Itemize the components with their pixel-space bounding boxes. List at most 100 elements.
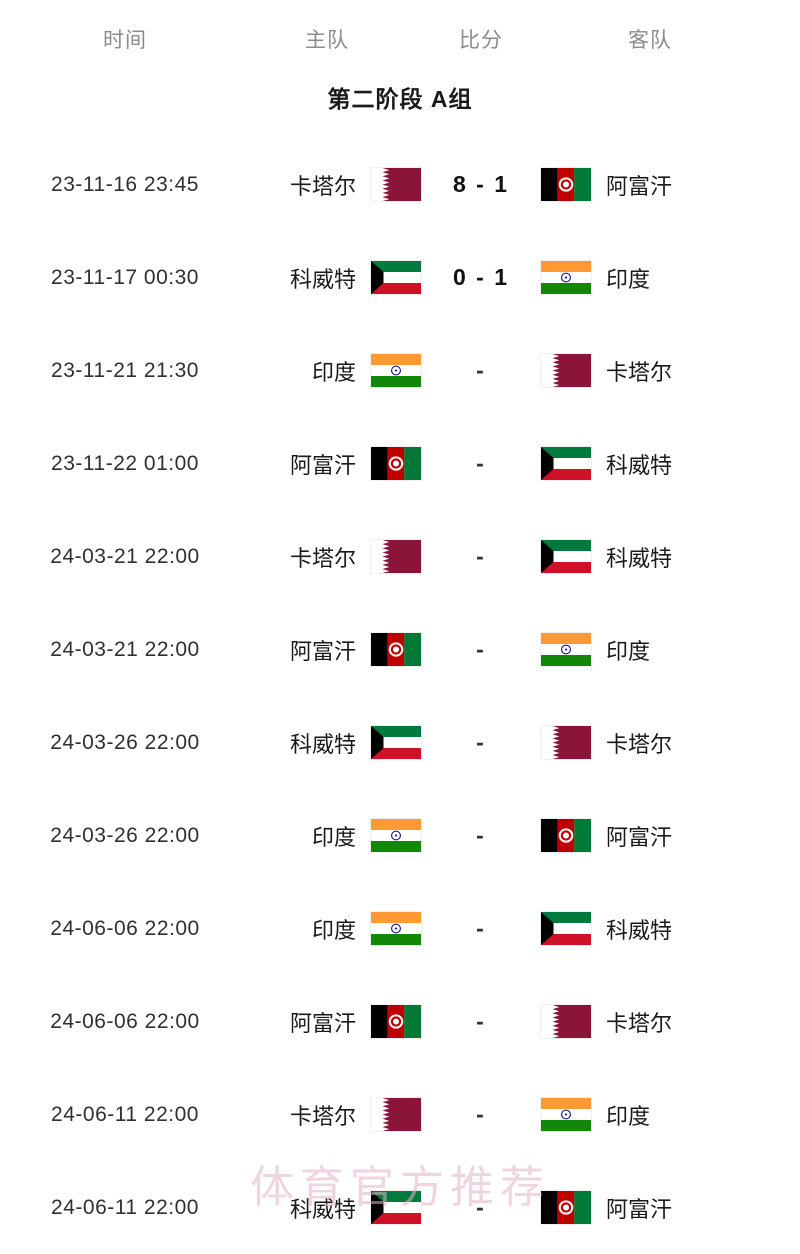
away-team-name: 印度 xyxy=(606,1103,651,1129)
table-header-row: 时间 主队 比分 客队 xyxy=(0,0,800,78)
score-cell: - xyxy=(422,1194,540,1221)
column-header-away: 客队 xyxy=(628,29,672,52)
home-team-cell[interactable]: 阿富汗 xyxy=(232,1004,422,1039)
away-team-cell[interactable]: 印度 xyxy=(540,632,760,667)
match-time: 24-06-06 22:00 xyxy=(50,916,200,940)
column-header-score: 比分 xyxy=(459,29,503,52)
match-time-cell: 23-11-21 21:30 xyxy=(18,359,232,383)
table-row[interactable]: 24-06-11 22:00 科威特 - 阿富汗 xyxy=(0,1161,800,1254)
home-team-name: 阿富汗 xyxy=(289,452,356,478)
match-time: 24-06-11 22:00 xyxy=(51,1102,199,1126)
away-team-cell[interactable]: 印度 xyxy=(540,1097,760,1132)
match-rows-container: 23-11-16 23:45 卡塔尔 8 - 1 阿富汗 23-11-17 00:30 科… xyxy=(0,138,800,1254)
away-team-cell[interactable]: 卡塔尔 xyxy=(540,353,760,388)
table-row[interactable]: 24-03-26 22:00 科威特 - 卡塔尔 xyxy=(0,696,800,789)
away-team-name: 阿富汗 xyxy=(606,173,673,199)
match-time-cell: 24-03-21 22:00 xyxy=(18,545,232,569)
table-row[interactable]: 24-06-06 22:00 印度 - 科威特 xyxy=(0,882,800,975)
home-team-cell[interactable]: 卡塔尔 xyxy=(232,1097,422,1132)
home-team-name: 卡塔尔 xyxy=(289,545,356,571)
away-team-cell[interactable]: 阿富汗 xyxy=(540,1190,760,1225)
home-team-cell[interactable]: 印度 xyxy=(232,818,422,853)
match-time-cell: 24-06-11 22:00 xyxy=(18,1103,232,1127)
match-score: 0 - 1 xyxy=(452,264,510,290)
table-row[interactable]: 23-11-21 21:30 印度 - 卡塔尔 xyxy=(0,324,800,417)
home-team-cell[interactable]: 印度 xyxy=(232,911,422,946)
kuwait-flag xyxy=(540,446,592,481)
match-time-cell: 23-11-16 23:45 xyxy=(18,173,232,197)
table-row[interactable]: 24-06-11 22:00 卡塔尔 - 印度 xyxy=(0,1068,800,1161)
table-row[interactable]: 23-11-16 23:45 卡塔尔 8 - 1 阿富汗 xyxy=(0,138,800,231)
table-row[interactable]: 24-03-21 22:00 卡塔尔 - 科威特 xyxy=(0,510,800,603)
match-time: 23-11-21 21:30 xyxy=(51,358,199,382)
match-score: - xyxy=(476,915,486,941)
home-team-cell[interactable]: 阿富汗 xyxy=(232,446,422,481)
kuwait-flag xyxy=(370,725,422,760)
home-team-cell[interactable]: 卡塔尔 xyxy=(232,539,422,574)
away-team-cell[interactable]: 阿富汗 xyxy=(540,818,760,853)
match-time-cell: 24-03-21 22:00 xyxy=(18,638,232,662)
home-team-cell[interactable]: 卡塔尔 xyxy=(232,167,422,202)
home-team-cell[interactable]: 阿富汗 xyxy=(232,632,422,667)
home-team-cell[interactable]: 科威特 xyxy=(232,260,422,295)
match-score: - xyxy=(476,357,486,383)
match-time: 23-11-22 01:00 xyxy=(51,451,199,475)
score-cell: 8 - 1 xyxy=(422,171,540,198)
home-team-name: 阿富汗 xyxy=(289,1010,356,1036)
away-team-cell[interactable]: 阿富汗 xyxy=(540,167,760,202)
score-cell: - xyxy=(422,1101,540,1128)
home-team-name: 印度 xyxy=(311,917,356,943)
column-header-time: 时间 xyxy=(103,29,147,52)
match-time-cell: 24-06-11 22:00 xyxy=(18,1196,232,1220)
table-row[interactable]: 24-03-26 22:00 印度 - 阿富汗 xyxy=(0,789,800,882)
away-team-name: 阿富汗 xyxy=(606,1196,673,1222)
india-flag xyxy=(370,818,422,853)
qatar-flag xyxy=(540,725,592,760)
score-cell: - xyxy=(422,357,540,384)
table-row[interactable]: 24-03-21 22:00 阿富汗 - 印度 xyxy=(0,603,800,696)
match-time-cell: 24-06-06 22:00 xyxy=(18,1010,232,1034)
afghanistan-flag xyxy=(370,446,422,481)
table-row[interactable]: 23-11-17 00:30 科威特 0 - 1 印度 xyxy=(0,231,800,324)
home-team-cell[interactable]: 科威特 xyxy=(232,1190,422,1225)
home-team-name: 印度 xyxy=(311,359,356,385)
match-time-cell: 23-11-17 00:30 xyxy=(18,266,232,290)
afghanistan-flag xyxy=(540,167,592,202)
away-team-cell[interactable]: 卡塔尔 xyxy=(540,725,760,760)
qatar-flag xyxy=(370,539,422,574)
home-team-name: 科威特 xyxy=(289,266,356,292)
score-cell: 0 - 1 xyxy=(422,264,540,291)
away-team-name: 科威特 xyxy=(606,452,673,478)
match-time: 24-06-11 22:00 xyxy=(51,1195,199,1219)
qatar-flag xyxy=(540,1004,592,1039)
away-team-name: 印度 xyxy=(606,638,651,664)
table-row[interactable]: 23-11-22 01:00 阿富汗 - 科威特 xyxy=(0,417,800,510)
home-team-name: 印度 xyxy=(311,824,356,850)
away-team-name: 卡塔尔 xyxy=(606,359,673,385)
india-flag xyxy=(370,911,422,946)
away-team-cell[interactable]: 印度 xyxy=(540,260,760,295)
match-score: - xyxy=(476,1101,486,1127)
india-flag xyxy=(540,632,592,667)
afghanistan-flag xyxy=(540,818,592,853)
match-time: 24-03-21 22:00 xyxy=(50,637,200,661)
match-time: 24-06-06 22:00 xyxy=(50,1009,200,1033)
qatar-flag xyxy=(540,353,592,388)
away-team-name: 阿富汗 xyxy=(606,824,673,850)
home-team-cell[interactable]: 印度 xyxy=(232,353,422,388)
match-score: - xyxy=(476,543,486,569)
match-time: 24-03-26 22:00 xyxy=(50,730,200,754)
score-cell: - xyxy=(422,729,540,756)
group-title: 第二阶段 A组 xyxy=(327,86,473,112)
away-team-cell[interactable]: 科威特 xyxy=(540,911,760,946)
home-team-cell[interactable]: 科威特 xyxy=(232,725,422,760)
away-team-cell[interactable]: 科威特 xyxy=(540,446,760,481)
away-team-cell[interactable]: 科威特 xyxy=(540,539,760,574)
match-score: - xyxy=(476,1194,486,1220)
score-cell: - xyxy=(422,636,540,663)
afghanistan-flag xyxy=(540,1190,592,1225)
away-team-cell[interactable]: 卡塔尔 xyxy=(540,1004,760,1039)
table-row[interactable]: 24-06-06 22:00 阿富汗 - 卡塔尔 xyxy=(0,975,800,1068)
match-time: 23-11-16 23:45 xyxy=(51,172,199,196)
